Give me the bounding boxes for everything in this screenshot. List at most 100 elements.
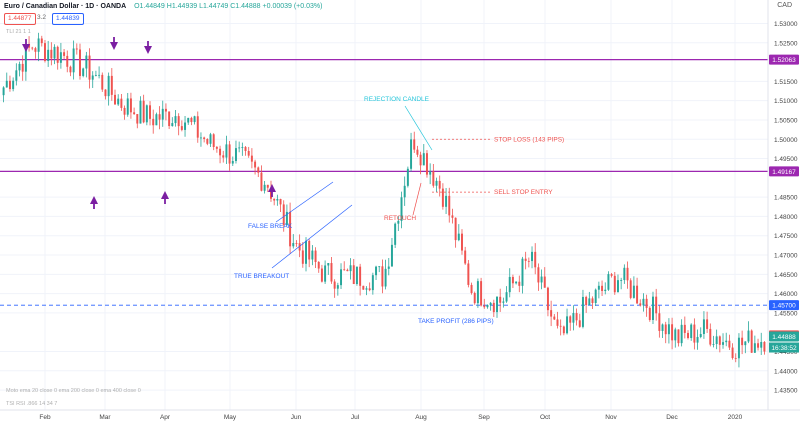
candle-body (285, 211, 288, 225)
candle-body (527, 260, 530, 262)
candle-body (642, 298, 645, 306)
y-tick-label: 1.51500 (774, 79, 798, 86)
candle-body (161, 108, 164, 120)
candle-body (432, 171, 435, 186)
candle-body (101, 74, 104, 90)
stop-loss-label: STOP LOSS (143 PIPS) (494, 136, 564, 143)
candle-body (238, 147, 241, 149)
candle-body (585, 296, 588, 306)
level-price-label: 1.44888 (772, 334, 796, 341)
candle-body (69, 66, 72, 73)
candle-body (327, 263, 330, 266)
candle-body (50, 49, 53, 59)
candle-body (531, 251, 534, 262)
candle-body (753, 343, 756, 353)
candle-body (559, 325, 562, 327)
x-tick-label: Sep (478, 414, 490, 421)
candle-body (569, 316, 572, 323)
candle-body (537, 267, 540, 283)
y-tick-label: 1.46500 (774, 272, 798, 279)
candle-body (687, 332, 689, 339)
candle-body (652, 296, 654, 321)
candle-body (359, 266, 362, 286)
candle-body (623, 267, 626, 281)
candle-body (492, 302, 495, 313)
x-tick-label: May (224, 414, 237, 421)
candle-body (731, 347, 734, 359)
candle-body (308, 240, 311, 260)
candle-body (480, 281, 483, 306)
candle-body (18, 63, 21, 71)
symbol-title[interactable]: Euro / Canadian Dollar · 1D · OANDA (4, 3, 127, 10)
candle-body (254, 161, 257, 168)
candle-body (496, 296, 498, 313)
candle-body (244, 147, 247, 151)
y-tick-label: 1.46000 (774, 291, 798, 298)
candle-body (241, 147, 244, 148)
candle-body (457, 233, 460, 241)
candle-body (98, 74, 101, 76)
candle-body (629, 280, 632, 298)
candle-body (763, 342, 766, 352)
candle-body (422, 153, 425, 166)
indicator-label[interactable]: TLI 21 1 1 (6, 29, 31, 35)
candle-body (260, 172, 263, 191)
candle-body (566, 316, 569, 334)
candle-body (406, 168, 409, 186)
tsi-indicator-label[interactable]: TSI RSI .866 14 34 7 (6, 401, 58, 407)
candle-body (276, 198, 279, 201)
candle-body (177, 116, 180, 127)
x-tick-label: Apr (160, 414, 171, 421)
candle-body (203, 137, 206, 140)
candle-body (610, 274, 613, 276)
candle-body (645, 298, 648, 308)
ema-indicator-label[interactable]: Moto ema 20 close 0 ema 200 close 0 ema … (6, 388, 141, 394)
candle-body (429, 171, 432, 175)
candle-body (168, 111, 171, 127)
candle-body (273, 198, 276, 201)
candle-body (683, 324, 686, 333)
candle-body (390, 244, 393, 267)
candle-body (222, 155, 225, 158)
x-tick-label: Jun (291, 414, 302, 421)
candle-body (24, 43, 27, 72)
candle-body (715, 336, 718, 345)
y-tick-label: 1.53000 (774, 21, 798, 28)
candle-body (215, 146, 218, 149)
currency-selector[interactable]: CAD (777, 2, 792, 9)
candle-body (636, 285, 639, 304)
buy-price-button[interactable]: 1.44839 (52, 13, 84, 25)
x-tick-label: 2020 (728, 414, 743, 421)
candle-body (744, 341, 747, 346)
candle-body (425, 153, 428, 175)
candle-body (59, 52, 62, 63)
candle-body (546, 287, 549, 311)
candle-body (184, 122, 187, 130)
candle-body (543, 276, 546, 288)
candle-body (117, 98, 120, 105)
candle-body (671, 324, 674, 341)
candle-body (142, 100, 145, 123)
candle-body (680, 324, 683, 344)
x-tick-label: Nov (605, 414, 617, 421)
candle-body (257, 167, 260, 173)
candle-body (365, 288, 368, 290)
candle-body (725, 340, 728, 343)
sell-price-button[interactable]: 1.44877 (4, 13, 36, 25)
candle-body (607, 274, 610, 290)
candle-body (464, 250, 467, 264)
candle-body (489, 302, 492, 306)
candle-body (352, 265, 355, 284)
candle-body (667, 324, 670, 335)
candle-body (40, 38, 43, 44)
candle-body (250, 155, 253, 162)
candle-body (2, 87, 5, 96)
candle-body (664, 324, 667, 335)
candle-body (639, 303, 642, 306)
candle-body (158, 114, 161, 120)
candle-body (604, 289, 607, 291)
candle-body (661, 324, 664, 331)
candle-body (193, 116, 196, 123)
